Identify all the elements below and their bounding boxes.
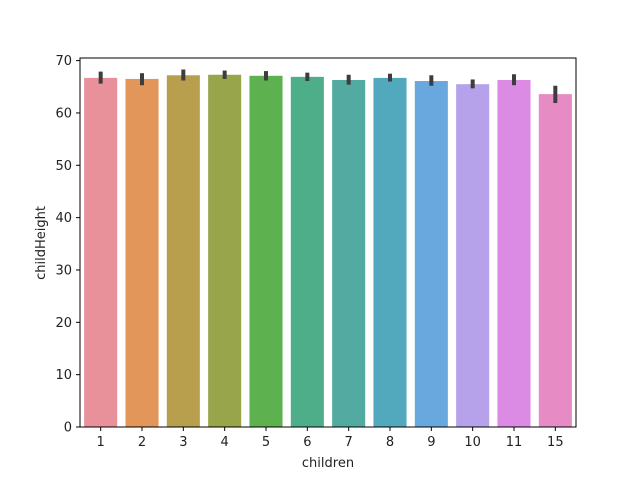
x-tick-label-4: 4	[221, 435, 229, 450]
bar-1	[84, 77, 118, 427]
bar-3	[166, 75, 200, 428]
x-tick-label-11: 11	[506, 435, 523, 450]
bar-2	[125, 78, 159, 427]
x-tick-label-7: 7	[345, 435, 353, 450]
y-tick-label-0: 0	[64, 421, 72, 436]
bars-layer	[84, 74, 572, 428]
bar-10	[456, 84, 490, 428]
x-tick-label-8: 8	[386, 435, 394, 450]
bar-5	[249, 75, 283, 428]
x-tick-label-9: 9	[427, 435, 435, 450]
y-tick-label-70: 70	[55, 54, 72, 69]
y-tick-label-10: 10	[55, 368, 72, 383]
y-tick-label-30: 30	[55, 263, 72, 278]
x-tick-label-15: 15	[547, 435, 564, 450]
bar-8	[373, 77, 407, 427]
y-tick-label-40: 40	[55, 211, 72, 226]
x-tick-label-5: 5	[262, 435, 270, 450]
bar-4	[208, 74, 242, 427]
x-tick-label-2: 2	[138, 435, 146, 450]
bar-9	[414, 81, 448, 427]
x-tick-label-6: 6	[303, 435, 311, 450]
y-tick-label-60: 60	[55, 106, 72, 121]
axes-layer: 1 2 3 4 5 6 7 8 9 10 11 15 0 10 20 30 40 50 60 70	[55, 54, 577, 450]
y-axis-label: childHeight	[34, 206, 49, 280]
bar-7	[332, 79, 366, 427]
bar-6	[290, 76, 324, 427]
y-tick-label-50: 50	[55, 159, 72, 174]
y-tick-label-20: 20	[55, 316, 72, 331]
bar-15	[538, 94, 572, 428]
x-tick-label-1: 1	[97, 435, 105, 450]
x-tick-label-3: 3	[179, 435, 187, 450]
x-tick-label-10: 10	[464, 435, 481, 450]
x-axis-label: children	[302, 456, 354, 471]
bar-11	[497, 79, 531, 427]
plot-frame	[79, 57, 577, 428]
error-bars-layer	[98, 69, 558, 104]
